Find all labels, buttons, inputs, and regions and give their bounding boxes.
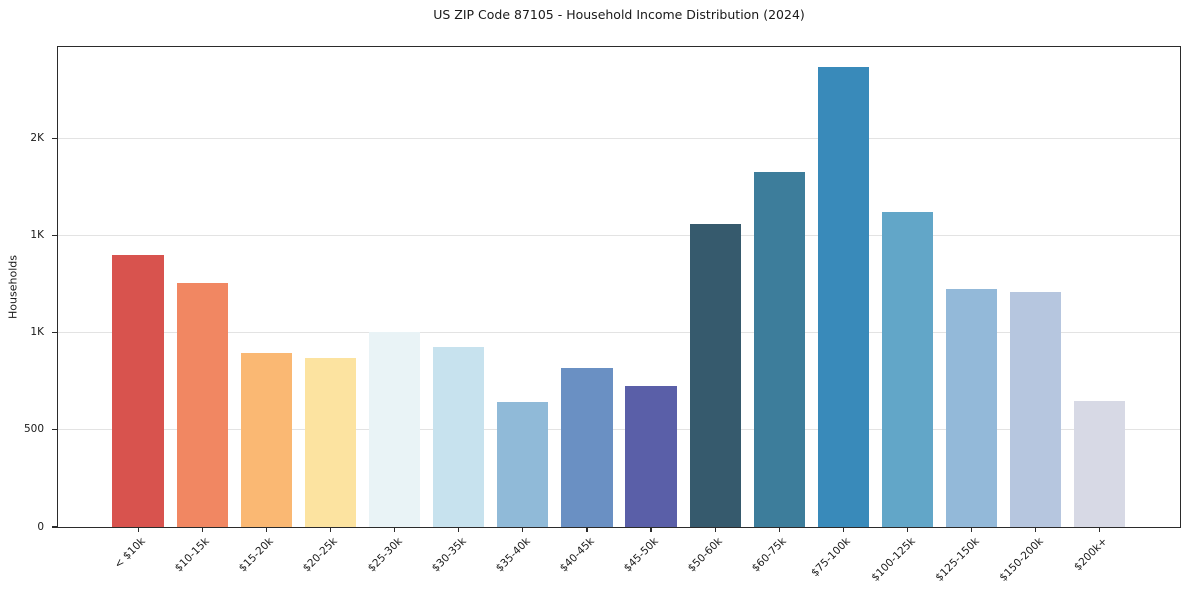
chart-title: US ZIP Code 87105 - Household Income Dis…	[433, 7, 805, 22]
y-tick-label: 0	[37, 520, 44, 533]
y-tick-mark	[51, 332, 57, 334]
y-axis-label: Households	[6, 255, 20, 319]
x-tick-mark	[329, 527, 332, 532]
bar	[176, 283, 228, 527]
x-tick-mark	[1099, 527, 1101, 532]
bar	[112, 254, 164, 527]
y-tick-label: 500	[23, 423, 44, 436]
x-tick-mark	[265, 527, 267, 532]
gridline	[58, 235, 1180, 236]
y-tick-label: 2K	[30, 131, 44, 144]
gridline	[58, 332, 1180, 334]
bar	[1074, 400, 1126, 527]
y-tick-mark	[51, 526, 57, 528]
y-tick-label: 1K	[30, 326, 44, 339]
gridline	[58, 137, 1180, 139]
bar	[625, 386, 677, 527]
bar	[304, 357, 357, 527]
x-tick-mark	[650, 527, 652, 532]
bar	[240, 353, 292, 527]
plot-area: 0 500 1K 1K 2K < $10k $10-15k $15-20k $20-25k $25…	[24, 46, 1181, 584]
x-tick-mark	[458, 527, 460, 532]
x-tick-mark	[842, 527, 844, 532]
x-tick-mark	[522, 527, 524, 532]
bar	[881, 212, 934, 527]
bar	[689, 223, 741, 527]
gridline	[58, 429, 1180, 431]
x-tick-mark	[586, 527, 588, 532]
x-tick-mark	[778, 527, 780, 532]
x-tick-mark	[201, 527, 203, 532]
bar	[497, 401, 549, 527]
bar	[433, 347, 485, 527]
bar	[945, 288, 998, 527]
y-tick-mark	[51, 429, 57, 431]
bar	[1010, 291, 1062, 527]
x-tick-mark	[714, 527, 716, 532]
bar	[368, 331, 421, 527]
x-tick-mark	[971, 527, 973, 532]
bar	[817, 67, 870, 527]
y-tick-mark	[51, 137, 57, 139]
x-tick-mark	[1035, 527, 1037, 532]
x-tick-label: < $10k	[112, 535, 148, 571]
x-tick-mark	[906, 527, 909, 532]
x-tick-mark	[394, 527, 396, 532]
bar	[753, 172, 805, 527]
y-tick-label: 1K	[30, 229, 44, 241]
bar	[561, 367, 613, 527]
y-tick-mark	[51, 234, 57, 237]
x-tick-mark	[137, 527, 139, 532]
